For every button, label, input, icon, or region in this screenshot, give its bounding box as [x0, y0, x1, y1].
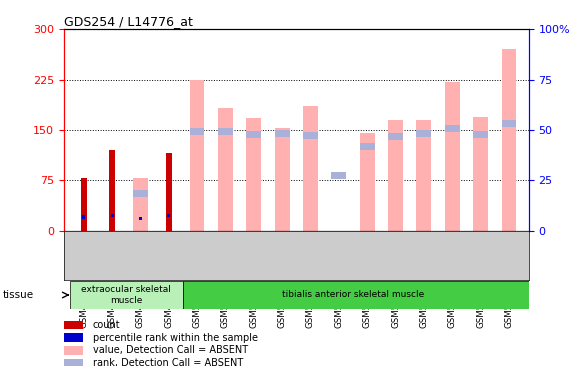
Bar	[388, 133, 403, 140]
Bar	[501, 49, 517, 231]
Bar	[83, 216, 85, 219]
Text: tissue: tissue	[3, 290, 34, 300]
Bar	[360, 143, 375, 150]
Bar	[167, 214, 170, 217]
Bar	[133, 190, 148, 197]
Bar	[64, 359, 83, 366]
Text: rank, Detection Call = ABSENT: rank, Detection Call = ABSENT	[92, 358, 243, 366]
Bar	[331, 172, 346, 179]
Bar	[388, 120, 403, 231]
Bar	[473, 131, 488, 138]
Bar	[473, 116, 488, 231]
Bar	[183, 281, 529, 309]
Bar	[139, 217, 142, 220]
Bar	[246, 131, 261, 138]
Bar	[417, 130, 431, 137]
Bar	[275, 130, 289, 137]
Text: count: count	[92, 320, 120, 330]
Bar	[303, 132, 318, 139]
Text: GDS254 / L14776_at: GDS254 / L14776_at	[64, 15, 193, 28]
Bar	[303, 107, 318, 231]
Bar	[275, 128, 289, 231]
Text: tibialis anterior skeletal muscle: tibialis anterior skeletal muscle	[282, 291, 424, 299]
Bar	[360, 133, 375, 231]
Bar	[64, 333, 83, 342]
Bar	[218, 128, 233, 135]
Bar	[246, 118, 261, 231]
Bar	[81, 178, 87, 231]
Bar	[166, 153, 171, 231]
Text: percentile rank within the sample: percentile rank within the sample	[92, 333, 257, 343]
Bar	[417, 120, 431, 231]
Bar	[218, 108, 233, 231]
Bar	[64, 346, 83, 355]
Bar	[190, 128, 205, 135]
Bar	[445, 125, 460, 132]
Bar	[70, 281, 183, 309]
Bar	[109, 150, 115, 231]
Bar	[110, 214, 113, 217]
Text: extraocular skeletal
muscle: extraocular skeletal muscle	[81, 285, 171, 305]
Bar	[64, 321, 83, 329]
Bar	[190, 80, 205, 231]
Bar	[133, 178, 148, 231]
Text: value, Detection Call = ABSENT: value, Detection Call = ABSENT	[92, 346, 248, 355]
Bar	[501, 120, 517, 127]
Bar	[445, 82, 460, 231]
